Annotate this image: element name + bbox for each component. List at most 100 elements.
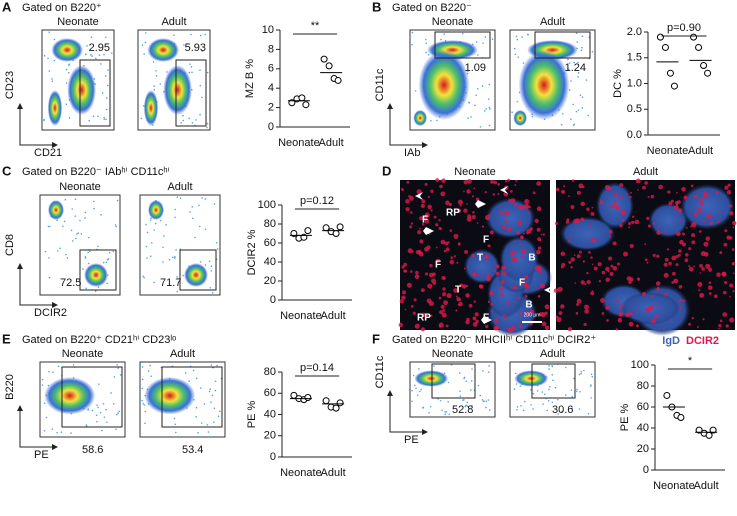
stain xyxy=(709,221,713,225)
gate xyxy=(61,366,123,428)
flow-event xyxy=(465,380,468,383)
stain xyxy=(502,271,507,276)
flow-event xyxy=(419,390,421,393)
flow-event xyxy=(52,371,54,374)
y-tick-label: 20 xyxy=(264,430,276,442)
stain xyxy=(633,308,637,312)
stain xyxy=(678,284,683,289)
dot xyxy=(663,391,671,399)
stain xyxy=(616,262,621,266)
stain xyxy=(431,278,436,284)
stain xyxy=(628,222,632,226)
flow-event xyxy=(587,412,590,415)
dot xyxy=(705,431,713,439)
flow-y-label: B220 xyxy=(4,374,16,400)
flow-event xyxy=(93,200,95,203)
stain xyxy=(598,280,602,283)
flow-x-label: IAb xyxy=(404,147,421,159)
flow-event xyxy=(113,376,116,378)
flow-density xyxy=(67,65,96,115)
flow-event xyxy=(208,390,211,393)
flow-event xyxy=(154,222,157,225)
flow-density xyxy=(513,110,527,126)
flow-event xyxy=(587,114,589,117)
stain xyxy=(495,264,500,269)
flow-event xyxy=(216,248,219,250)
x-tick-label: Neonate xyxy=(280,310,322,322)
stain xyxy=(663,262,668,267)
flow-event xyxy=(436,119,438,122)
stain xyxy=(663,272,669,278)
dot xyxy=(334,76,342,84)
flow-event xyxy=(488,365,490,367)
stain xyxy=(605,306,610,310)
arrow-head xyxy=(387,103,393,109)
flow-event xyxy=(95,414,98,417)
stain xyxy=(591,263,594,266)
stain xyxy=(631,215,635,218)
stain xyxy=(697,282,703,287)
dot xyxy=(666,69,674,77)
flow-event xyxy=(94,57,97,60)
flow-event xyxy=(176,276,178,278)
flow-event xyxy=(515,383,518,385)
stain xyxy=(447,241,450,244)
flow-event xyxy=(72,364,75,366)
stain xyxy=(534,265,540,271)
flow-event xyxy=(173,34,175,36)
flow-event xyxy=(484,36,487,38)
stain xyxy=(438,219,441,222)
stain xyxy=(717,220,720,224)
stain xyxy=(471,195,475,198)
stain xyxy=(614,192,618,197)
flow-event xyxy=(462,399,464,402)
flow-event xyxy=(195,119,197,121)
stain xyxy=(637,189,639,191)
flow-event xyxy=(444,411,446,413)
stain xyxy=(655,281,661,286)
stain xyxy=(417,230,422,235)
flow-event xyxy=(141,378,144,381)
flow-event xyxy=(43,429,46,432)
stain xyxy=(516,230,521,235)
flow-event xyxy=(204,198,207,200)
flow-event xyxy=(211,292,214,294)
flow-event xyxy=(106,421,108,424)
stain xyxy=(465,293,470,298)
flow-event xyxy=(182,274,184,277)
dot xyxy=(325,62,333,70)
flow-density xyxy=(163,65,193,115)
flow-event xyxy=(87,262,90,265)
stain xyxy=(475,197,480,201)
image-title: Neonate xyxy=(454,166,496,178)
flow-event xyxy=(112,402,115,405)
stain xyxy=(719,251,723,255)
flow-event xyxy=(567,58,569,61)
region-label: F xyxy=(422,215,428,226)
y-tick-label: 6 xyxy=(268,63,274,75)
stain xyxy=(500,279,505,284)
region-label: F xyxy=(435,260,441,271)
gate-value: 58.6 xyxy=(82,444,103,456)
stain xyxy=(622,303,625,306)
flow-event xyxy=(547,399,550,402)
flow-event xyxy=(459,390,461,393)
axis-arrow xyxy=(19,105,55,146)
flow-event xyxy=(199,261,202,263)
stain xyxy=(466,189,471,194)
flow-event xyxy=(511,111,513,114)
stain xyxy=(697,326,699,328)
stain xyxy=(616,299,620,303)
flow-event xyxy=(84,217,86,219)
stain xyxy=(573,218,578,224)
stain xyxy=(664,257,669,262)
stain xyxy=(699,202,704,206)
axis-arrow xyxy=(19,407,55,448)
stain xyxy=(421,199,426,204)
flow-y-label: CD11c xyxy=(374,355,386,388)
dot xyxy=(322,397,330,405)
stain xyxy=(570,266,573,269)
stain xyxy=(678,249,682,253)
flow-event xyxy=(479,394,482,397)
flow-event xyxy=(56,431,58,434)
